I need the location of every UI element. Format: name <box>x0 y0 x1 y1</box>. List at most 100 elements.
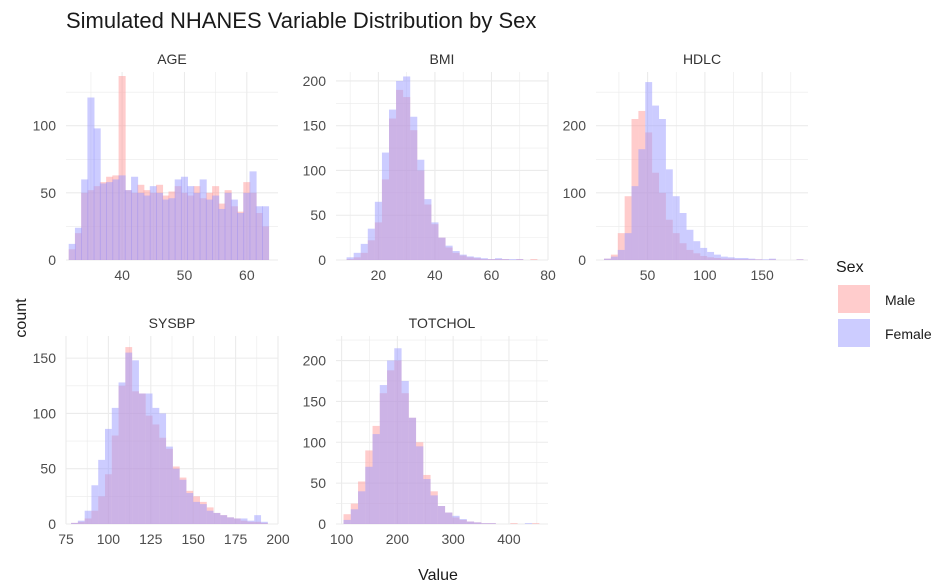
bar-totchol-female-19 <box>481 523 489 524</box>
x-tick-label-sysbp: 200 <box>266 531 290 547</box>
y-tick-label-bmi: 0 <box>318 252 326 268</box>
y-tick-label-bmi: 50 <box>310 207 326 223</box>
bar-age-female-3 <box>87 97 95 260</box>
x-tick-label-age: 50 <box>177 267 193 283</box>
bar-sysbp-female-25 <box>240 518 248 524</box>
bar-hdlc-female-4 <box>631 186 639 260</box>
bar-bmi-female-3 <box>367 228 375 260</box>
bar-totchol-female-12 <box>430 495 438 524</box>
x-tick-label-totchol: 400 <box>497 531 521 547</box>
bar-bmi-female-10 <box>417 159 425 260</box>
bar-hdlc-female-24 <box>769 258 776 260</box>
bar-age-female-16 <box>168 198 176 260</box>
x-tick-label-totchol: 200 <box>386 531 410 547</box>
x-tick-label-sysbp: 100 <box>97 531 121 547</box>
bar-age-female-28 <box>243 192 251 260</box>
x-tick-label-totchol: 100 <box>330 531 354 547</box>
y-tick-label-sysbp: 100 <box>33 405 57 421</box>
bar-hdlc-female-12 <box>686 229 694 260</box>
bar-age-female-1 <box>74 227 82 260</box>
bar-hdlc-female-13 <box>693 241 701 260</box>
panel-title-sysbp: SYSBP <box>149 315 196 331</box>
panel-title-age: AGE <box>157 51 187 67</box>
bar-hdlc-female-20 <box>741 257 749 260</box>
bar-sysbp-female-13 <box>159 413 167 524</box>
bar-age-female-23 <box>212 195 220 260</box>
y-tick-label-totchol: 0 <box>318 516 326 532</box>
bar-sysbp-female-27 <box>254 515 262 524</box>
bar-totchol-female-3 <box>365 466 373 524</box>
bar-bmi-female-0 <box>346 257 354 260</box>
y-tick-label-age: 50 <box>40 185 56 201</box>
bar-hdlc-female-8 <box>659 119 666 260</box>
legend-label-female: Female <box>885 326 932 342</box>
bar-totchol-female-6 <box>387 360 395 524</box>
bar-sysbp-female-7 <box>118 382 126 524</box>
bar-hdlc-female-11 <box>679 213 687 260</box>
bar-bmi-female-22 <box>502 259 510 260</box>
bar-sysbp-female-1 <box>77 520 85 524</box>
x-tick-label-sysbp: 125 <box>139 531 163 547</box>
bar-sysbp-female-18 <box>193 501 200 524</box>
bar-bmi-female-14 <box>445 245 453 260</box>
bar-bmi-female-11 <box>424 199 432 260</box>
bar-totchol-female-20 <box>488 523 496 524</box>
bar-age-female-26 <box>230 199 238 260</box>
bar-totchol-female-1 <box>350 509 359 524</box>
bar-bmi-female-23 <box>509 259 517 260</box>
bar-hdlc-female-18 <box>727 257 735 260</box>
facet-panels: AGE 0 50 100 40 50 60 BMI 0 50 100 150 200 20 40 60 80 HD… <box>33 51 808 547</box>
bar-sysbp-female-10 <box>138 393 146 524</box>
bar-totchol-female-7 <box>394 348 402 524</box>
bar-age-female-11 <box>137 192 145 260</box>
bar-bmi-female-17 <box>466 256 474 260</box>
bar-totchol-female-25 <box>524 523 533 524</box>
bar-totchol-male-0 <box>343 514 351 524</box>
y-tick-label-age: 0 <box>48 252 56 268</box>
x-tick-label-bmi: 40 <box>427 267 443 283</box>
panel-title-bmi: BMI <box>430 51 455 67</box>
bar-totchol-female-0 <box>343 519 351 524</box>
bar-sysbp-female-22 <box>220 515 228 524</box>
y-tick-label-bmi: 150 <box>303 118 327 134</box>
bar-hdlc-female-14 <box>700 247 708 260</box>
bar-hdlc-female-21 <box>748 258 756 260</box>
y-tick-label-age: 100 <box>33 118 57 134</box>
bar-totchol-female-18 <box>474 522 482 524</box>
y-tick-label-hdlc: 100 <box>563 185 587 201</box>
x-tick-label-sysbp: 75 <box>58 531 74 547</box>
y-tick-label-totchol: 200 <box>303 353 327 369</box>
bar-sysbp-female-14 <box>166 446 173 524</box>
bar-bmi-female-24 <box>516 259 524 260</box>
bar-bmi-female-2 <box>360 243 368 260</box>
bar-sysbp-female-8 <box>125 352 133 524</box>
x-tick-label-age: 60 <box>239 267 255 283</box>
bar-sysbp-female-2 <box>84 510 92 524</box>
bar-age-female-10 <box>131 176 139 260</box>
bar-hdlc-female-9 <box>665 169 673 260</box>
y-tick-label-hdlc: 0 <box>578 252 586 268</box>
bar-age-female-19 <box>187 186 195 260</box>
bar-bmi-female-5 <box>381 152 389 260</box>
bar-age-male-8 <box>118 76 126 261</box>
bar-age-female-27 <box>237 213 245 260</box>
bar-sysbp-female-21 <box>213 512 221 524</box>
y-tick-label-bmi: 200 <box>303 73 327 89</box>
y-tick-label-totchol: 150 <box>303 393 327 409</box>
bar-bmi-female-16 <box>459 254 467 260</box>
bar-age-female-6 <box>106 182 114 260</box>
bar-bmi-female-12 <box>431 222 439 260</box>
bar-bmi-female-15 <box>452 251 460 260</box>
bar-totchol-female-4 <box>372 434 380 524</box>
bar-age-female-29 <box>249 171 257 260</box>
bar-totchol-female-17 <box>466 521 475 524</box>
bar-hdlc-female-7 <box>652 105 660 260</box>
bar-hdlc-female-15 <box>707 251 715 260</box>
bar-bmi-female-20 <box>487 259 495 260</box>
y-tick-label-totchol: 50 <box>310 475 326 491</box>
bar-hdlc-female-10 <box>672 196 680 260</box>
x-tick-label-sysbp: 150 <box>182 531 206 547</box>
legend: Sex Male Female <box>836 259 932 347</box>
x-tick-label-sysbp: 175 <box>224 531 248 547</box>
